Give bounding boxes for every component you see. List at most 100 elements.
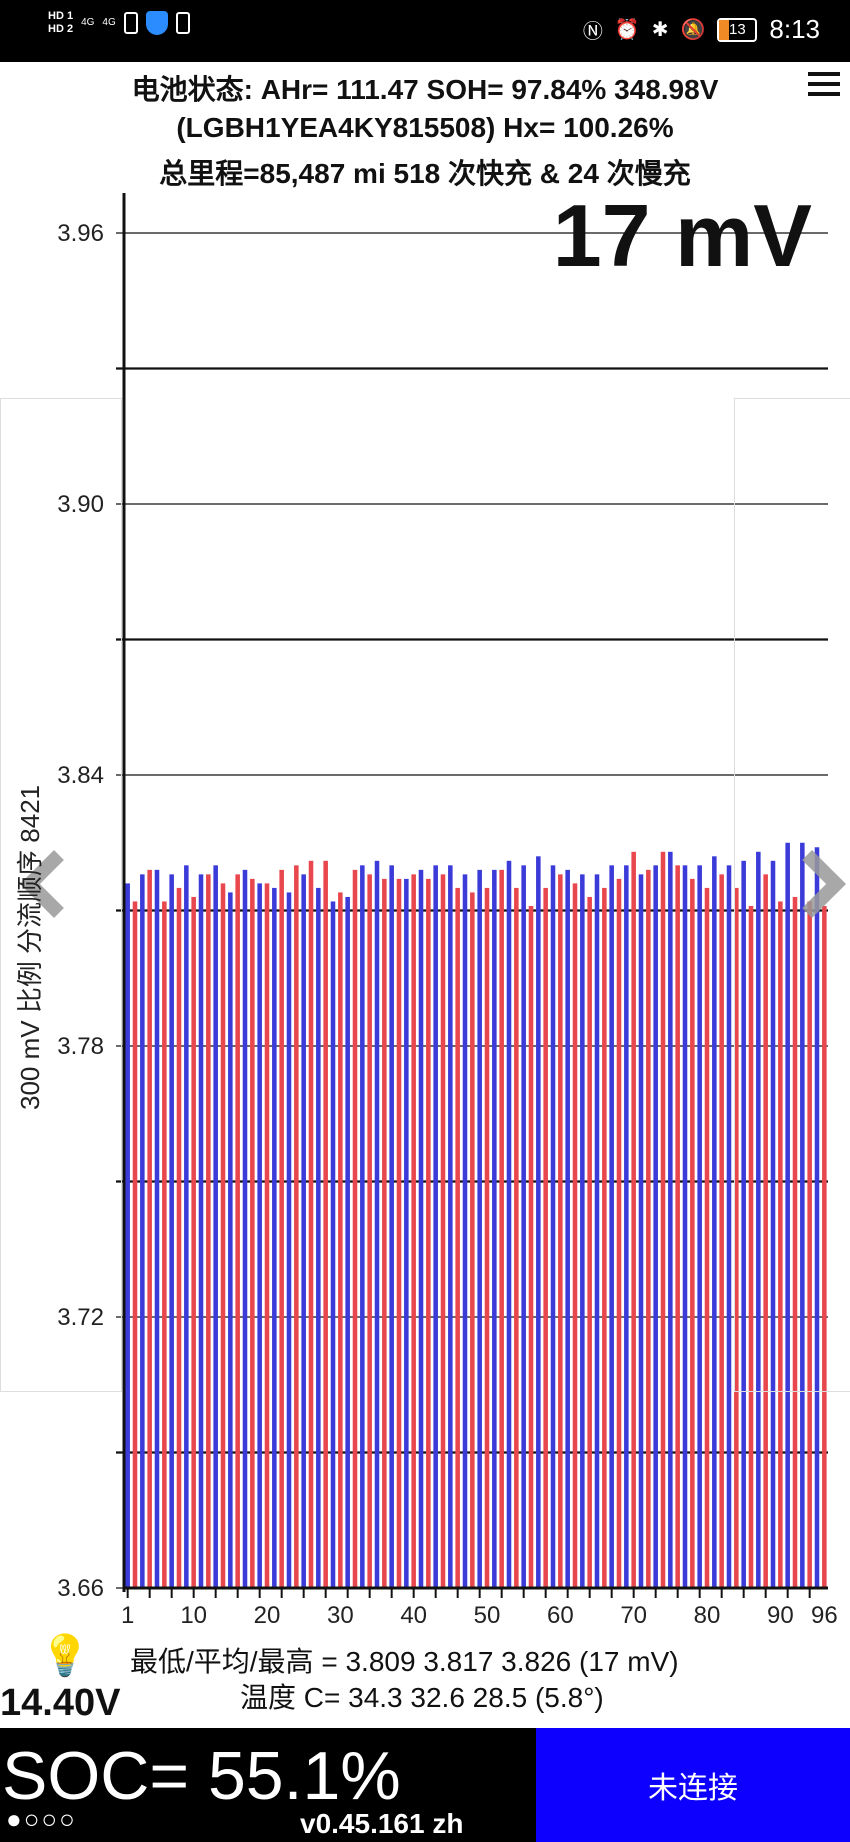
- app-version: v0.45.161 zh: [300, 1808, 464, 1839]
- cell-bar: [294, 865, 299, 1588]
- alarm-icon: ⏰: [614, 19, 640, 41]
- cell-bar: [528, 905, 534, 1588]
- cell-bar: [822, 905, 827, 1588]
- cell-voltage-chart: 3.96 3.90 3.84 3.78 3.72 3.66 1 10 20 30 40 50 60 70 8…: [57, 193, 838, 1629]
- voltage-delta-label: 17 mV: [552, 186, 812, 285]
- cell-bar: [477, 869, 482, 1588]
- cell-bar: [191, 896, 196, 1588]
- cell-bar: [514, 887, 519, 1588]
- notification-icon: [123, 12, 138, 34]
- battery-status-line: 电池状态: AHr= 111.47 SOH= 97.84% 348.98V: [131, 74, 719, 105]
- cell-bar: [184, 865, 189, 1588]
- cell-bar: [506, 860, 512, 1588]
- cell-bar: [367, 874, 372, 1588]
- cell-bar: [653, 865, 658, 1588]
- cell-bar: [712, 856, 717, 1588]
- cell-bar: [778, 901, 783, 1588]
- cell-bar: [580, 874, 585, 1588]
- x-tick-label: 1: [121, 1602, 134, 1629]
- cell-bar: [543, 887, 548, 1588]
- cell-bar: [558, 874, 563, 1588]
- cell-bar: [660, 851, 666, 1588]
- battery-icon: 13: [717, 17, 758, 42]
- soc-readout: SOC= 55.1%: [2, 1738, 401, 1814]
- y-tick-label: 3.90: [57, 491, 104, 518]
- y-tick-label: 3.78: [57, 1033, 104, 1060]
- cell-bar: [646, 869, 651, 1588]
- sim2-label: HD 2: [48, 23, 74, 35]
- cell-bar: [675, 865, 680, 1588]
- cell-bar: [147, 869, 152, 1588]
- y-tick-label: 3.72: [57, 1304, 104, 1331]
- menu-icon[interactable]: [808, 72, 840, 98]
- aux-battery-voltage: 14.40V: [0, 1682, 121, 1724]
- cell-bar: [426, 878, 431, 1588]
- cell-bar: [770, 860, 776, 1588]
- cell-bar: [785, 842, 790, 1588]
- signal-1-icon: 4G: [81, 17, 95, 28]
- cell-bar: [668, 851, 673, 1588]
- battery-level: 13: [729, 20, 746, 38]
- clock: 8:13: [769, 14, 820, 44]
- cell-bar: [162, 901, 167, 1588]
- connection-dots: ●○○○: [6, 1804, 77, 1834]
- cell-bar: [521, 865, 526, 1588]
- cell-bar: [565, 869, 570, 1588]
- cell-bar: [235, 874, 240, 1588]
- cell-bar: [250, 878, 255, 1588]
- cell-bar: [206, 874, 211, 1588]
- cell-bar: [352, 869, 358, 1588]
- cell-bar: [228, 892, 233, 1588]
- sim1-label: HD 1: [48, 10, 74, 22]
- cell-bar: [440, 874, 446, 1588]
- sim-labels: HD 1 HD 2: [48, 10, 73, 36]
- x-tick-label: 60: [547, 1602, 574, 1629]
- cell-bar: [330, 901, 336, 1588]
- temperature-stats: 温度 C= 34.3 32.6 28.5 (5.8°): [240, 1682, 604, 1713]
- status-bar: HD 1 HD 2 4G 4G Ⓝ ⏰ ✱ 🔕 13 8:13: [0, 0, 850, 62]
- x-tick-label: 80: [694, 1602, 721, 1629]
- cell-bar: [264, 883, 270, 1588]
- cell-bar: [448, 865, 453, 1588]
- cell-bar: [572, 883, 578, 1588]
- cell-bar: [140, 874, 145, 1588]
- cell-bar: [690, 878, 695, 1588]
- cell-bar: [257, 883, 262, 1588]
- cell-bar: [726, 865, 732, 1588]
- cell-bar: [345, 896, 350, 1588]
- cell-bar: [536, 856, 541, 1588]
- cell-bar: [389, 865, 394, 1588]
- x-tick-label: 96: [811, 1602, 838, 1629]
- x-tick-label: 70: [620, 1602, 647, 1629]
- cell-bar: [602, 887, 607, 1588]
- cell-bar: [704, 887, 710, 1588]
- cell-bar: [594, 874, 600, 1588]
- cell-bar: [638, 874, 644, 1588]
- cell-bar: [176, 887, 182, 1588]
- mute-bell-icon: 🔕: [680, 19, 706, 41]
- cell-bar: [132, 901, 138, 1588]
- cell-bar: [800, 842, 805, 1588]
- cell-bar: [220, 883, 226, 1588]
- odometer-line: 总里程=85,487 mi 518 次快充 & 24 次慢充: [159, 158, 691, 189]
- x-tick-label: 40: [400, 1602, 427, 1629]
- cell-bar: [814, 847, 820, 1588]
- cell-bar: [631, 851, 636, 1588]
- cell-bar: [455, 887, 460, 1588]
- bluetooth-icon: ✱: [651, 19, 669, 41]
- cell-bar: [360, 865, 365, 1588]
- cell-bar: [154, 869, 160, 1588]
- cell-bar: [807, 901, 812, 1588]
- y-axis-label: 300 mV 比例 分流顺序 8421: [15, 784, 45, 1110]
- bulb-icon: 💡: [40, 1634, 90, 1678]
- cell-bar: [462, 874, 468, 1588]
- x-tick-label: 10: [180, 1602, 207, 1629]
- x-tick-label: 50: [474, 1602, 501, 1629]
- cell-bar: [418, 869, 424, 1588]
- min-avg-max-stats: 最低/平均/最高 = 3.809 3.817 3.826 (17 mV): [130, 1646, 679, 1677]
- y-tick-label: 3.66: [57, 1575, 104, 1602]
- connect-button[interactable]: 未连接: [536, 1728, 850, 1842]
- cell-bar: [624, 865, 629, 1588]
- cell-bar: [301, 874, 306, 1588]
- cell-bar: [272, 887, 277, 1588]
